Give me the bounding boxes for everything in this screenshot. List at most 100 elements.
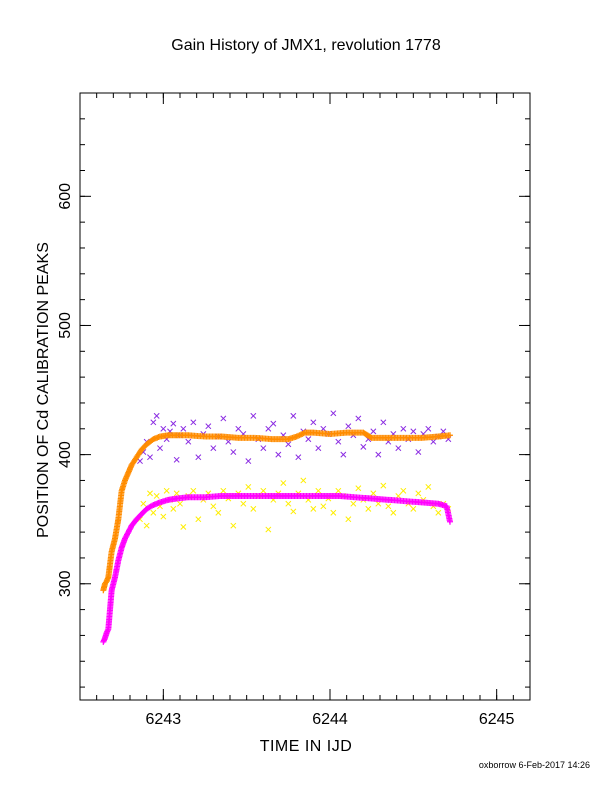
curve-point — [367, 434, 374, 441]
data-point — [170, 420, 177, 427]
data-point — [370, 428, 377, 435]
data-point — [390, 509, 397, 516]
data-point — [180, 523, 187, 530]
data-point — [375, 451, 382, 458]
data-point — [235, 425, 242, 432]
data-point — [275, 451, 282, 458]
data-point — [320, 503, 327, 510]
data-point — [370, 490, 377, 497]
data-point — [140, 500, 147, 507]
y-tick-label: 300 — [57, 570, 74, 597]
y-axis-label: POSITION OF Cd CALIBRATION PEAKS — [35, 242, 52, 538]
data-point — [245, 458, 252, 465]
data-point — [170, 505, 177, 512]
data-point — [295, 454, 302, 461]
curve-point — [447, 518, 453, 525]
data-point — [410, 428, 417, 435]
data-point — [355, 415, 362, 422]
data-point — [380, 482, 387, 489]
data-point — [300, 477, 307, 484]
data-point — [415, 449, 422, 455]
fit-curve-1 — [100, 492, 453, 645]
data-point — [250, 412, 257, 419]
data-point — [395, 445, 402, 452]
data-point — [355, 485, 362, 492]
data-point — [385, 503, 392, 510]
data-point — [160, 425, 167, 432]
data-point — [330, 410, 337, 417]
timestamp-footer: oxborrow 6-Feb-2017 14:26 — [478, 760, 590, 770]
curve-point — [447, 432, 453, 439]
curve-point — [149, 502, 155, 509]
data-point — [265, 425, 272, 432]
data-point — [150, 509, 157, 516]
data-point — [173, 490, 180, 497]
data-point — [195, 454, 202, 461]
data-point — [260, 445, 267, 452]
data-marks — [100, 410, 453, 645]
data-point — [345, 516, 352, 523]
data-point — [290, 412, 297, 419]
data-point — [290, 508, 297, 515]
data-point — [310, 505, 317, 512]
axes: 6243 6244 6245 300 400 500 600 — [57, 92, 531, 728]
data-point — [400, 487, 407, 494]
data-point — [270, 420, 277, 427]
scatter-series-1 — [137, 477, 452, 533]
data-point — [240, 500, 247, 507]
data-point — [410, 505, 417, 512]
data-point — [150, 419, 157, 426]
data-point — [147, 454, 153, 461]
data-point — [260, 487, 267, 494]
data-point — [265, 526, 272, 533]
data-point — [190, 487, 197, 494]
data-point — [335, 487, 342, 494]
data-point — [153, 492, 160, 499]
data-point — [430, 438, 437, 445]
data-point — [143, 522, 150, 529]
data-point — [205, 423, 212, 430]
data-point — [210, 503, 217, 510]
data-point — [190, 419, 197, 426]
data-point — [280, 480, 287, 486]
plot-frame — [79, 92, 531, 701]
data-point — [245, 483, 252, 490]
chart-title: Gain History of JMX1, revolution 1778 — [171, 37, 441, 54]
x-tick-label: 6243 — [146, 711, 182, 728]
data-point — [315, 445, 322, 452]
data-point — [180, 425, 187, 432]
data-point — [215, 509, 222, 516]
data-point — [185, 438, 192, 445]
data-point — [400, 425, 407, 432]
data-point — [153, 412, 160, 419]
data-point — [285, 441, 292, 448]
data-point — [345, 423, 352, 430]
data-point — [340, 451, 347, 458]
data-point — [310, 419, 317, 426]
data-point — [330, 509, 337, 516]
data-point — [177, 500, 183, 507]
data-point — [230, 522, 237, 529]
data-point — [380, 419, 387, 426]
y-tick-label: 500 — [57, 312, 74, 339]
data-point — [157, 445, 163, 452]
data-point — [395, 492, 402, 499]
data-point — [350, 500, 357, 507]
data-point — [365, 505, 372, 512]
data-point — [435, 509, 442, 516]
data-point — [173, 456, 180, 463]
fit-curve-0 — [100, 429, 453, 594]
data-point — [360, 443, 367, 450]
data-point — [375, 500, 382, 507]
data-point — [305, 436, 312, 443]
data-point — [425, 425, 432, 432]
data-point — [210, 445, 217, 452]
data-point — [137, 458, 143, 465]
data-point — [425, 483, 432, 490]
data-point — [415, 490, 422, 497]
data-point — [163, 487, 170, 494]
data-point — [230, 449, 237, 455]
x-axis-label: TIME IN IJD — [259, 738, 353, 755]
x-tick-label: 6245 — [479, 711, 515, 728]
